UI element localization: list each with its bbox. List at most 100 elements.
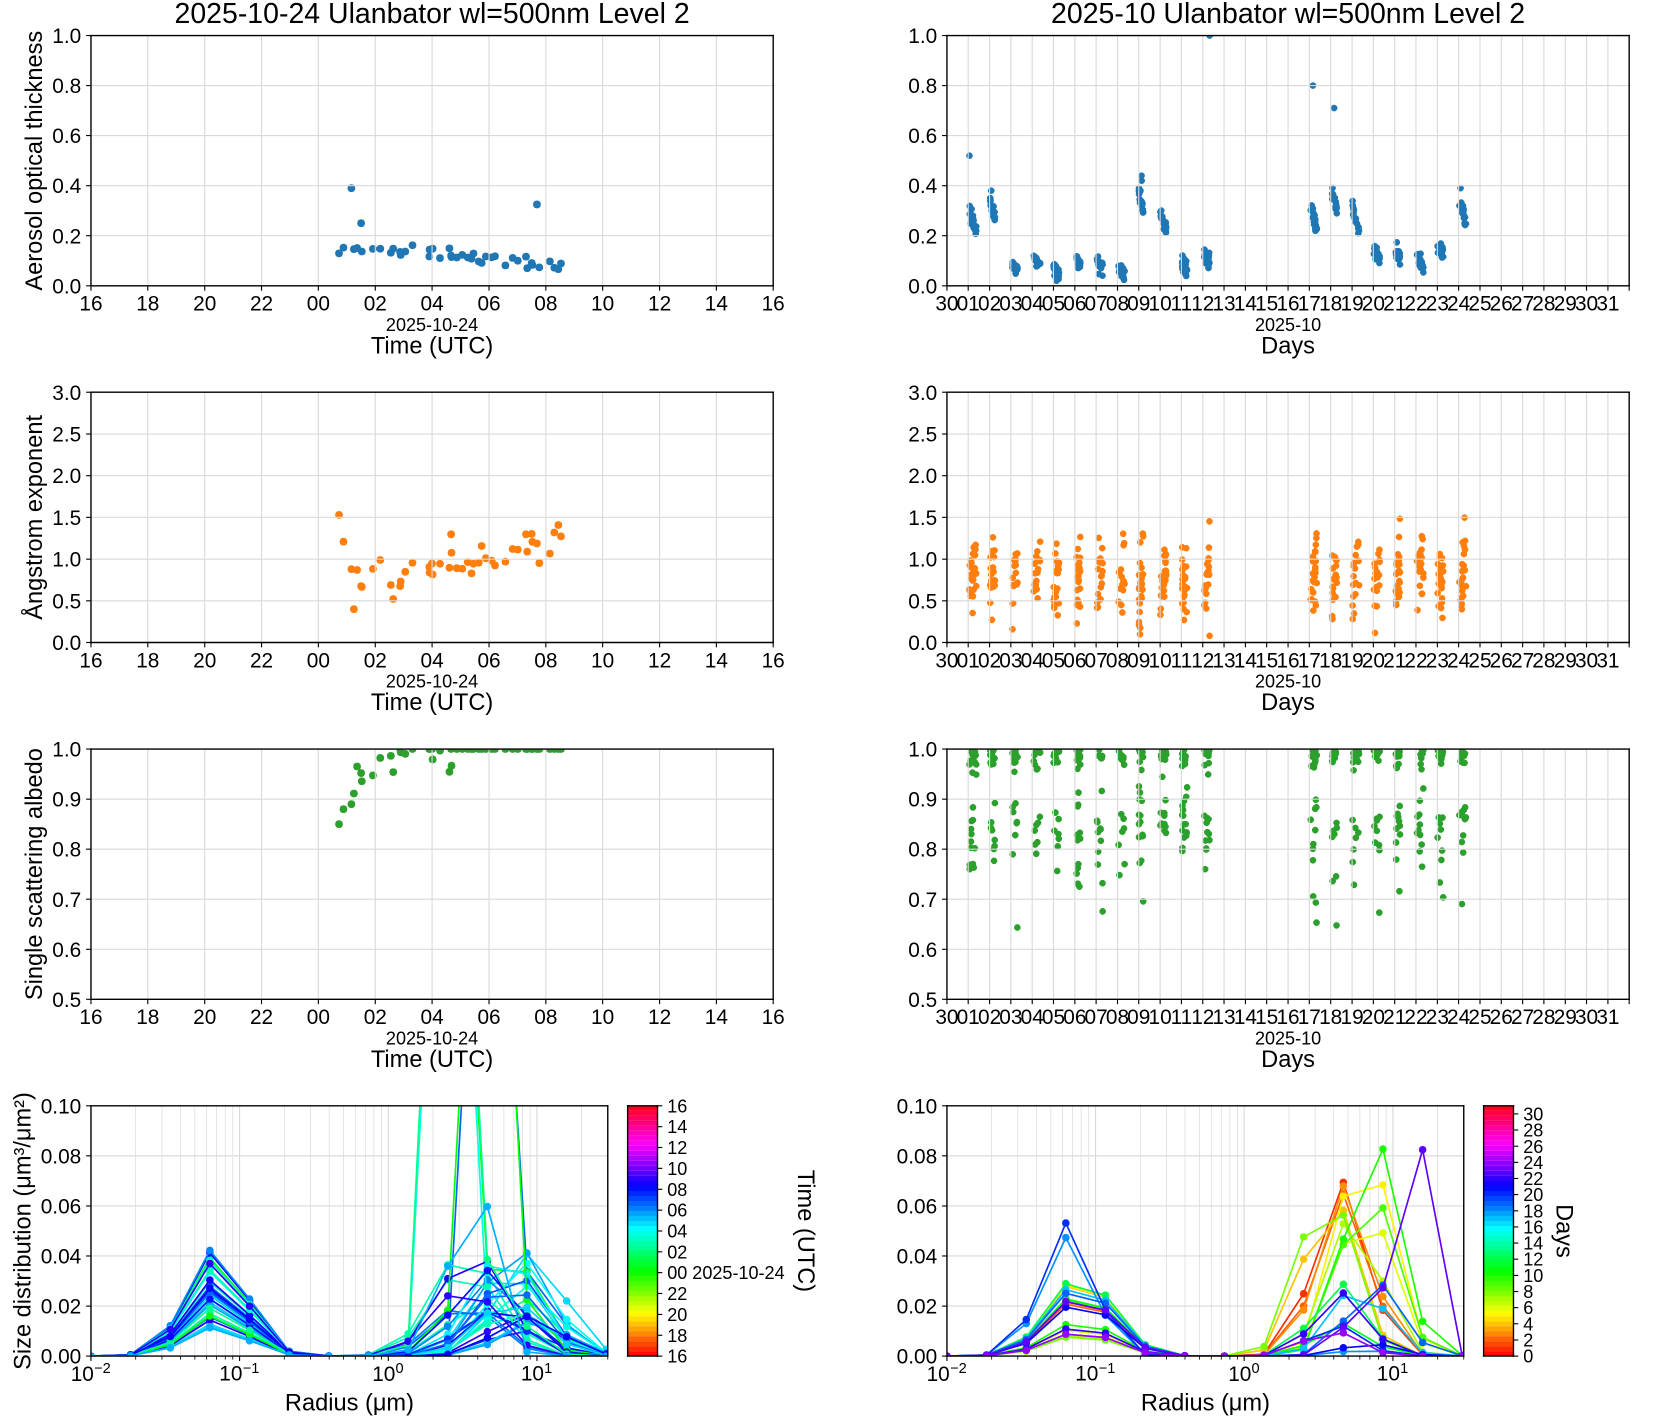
- svg-text:06: 06: [477, 293, 500, 316]
- svg-text:0.00: 0.00: [41, 1346, 82, 1369]
- svg-text:13: 13: [1212, 293, 1235, 316]
- svg-text:28: 28: [1532, 293, 1555, 316]
- svg-text:22: 22: [250, 1006, 273, 1029]
- svg-text:Time (UTC): Time (UTC): [371, 333, 493, 359]
- svg-text:0.6: 0.6: [908, 125, 937, 148]
- svg-text:21: 21: [1383, 1006, 1406, 1029]
- svg-text:02: 02: [978, 649, 1001, 672]
- svg-text:12: 12: [648, 649, 671, 672]
- svg-text:20: 20: [667, 1305, 687, 1325]
- svg-text:04: 04: [1021, 649, 1044, 672]
- svg-text:1.0: 1.0: [908, 25, 937, 48]
- svg-text:10: 10: [1149, 649, 1172, 672]
- svg-text:05: 05: [1042, 1006, 1065, 1029]
- svg-text:18: 18: [1319, 649, 1342, 672]
- svg-text:0.0: 0.0: [52, 632, 81, 655]
- svg-text:19: 19: [1340, 293, 1363, 316]
- svg-text:Aerosol optical thickness: Aerosol optical thickness: [22, 31, 48, 291]
- svg-text:3.0: 3.0: [908, 382, 937, 405]
- svg-text:12: 12: [1191, 649, 1214, 672]
- svg-text:22: 22: [667, 1284, 687, 1304]
- svg-text:18: 18: [1319, 1006, 1342, 1029]
- svg-text:12: 12: [667, 1138, 687, 1158]
- svg-text:0.9: 0.9: [52, 789, 81, 812]
- svg-text:16: 16: [79, 1006, 102, 1029]
- svg-text:3.0: 3.0: [52, 382, 81, 405]
- svg-text:22: 22: [250, 293, 273, 316]
- svg-text:11: 11: [1171, 649, 1193, 672]
- svg-text:21: 21: [1383, 293, 1406, 316]
- svg-text:19: 19: [1340, 649, 1363, 672]
- svg-text:0.02: 0.02: [897, 1296, 938, 1319]
- svg-text:03: 03: [999, 1006, 1022, 1029]
- svg-text:1 0 1: 1 0 1: [521, 1361, 552, 1386]
- svg-text:0.5: 0.5: [52, 989, 81, 1012]
- svg-text:16: 16: [762, 293, 785, 316]
- svg-text:06: 06: [477, 1006, 500, 1029]
- svg-text:02: 02: [364, 649, 387, 672]
- svg-text:0.6: 0.6: [52, 125, 81, 148]
- svg-text:08: 08: [534, 1006, 557, 1029]
- svg-text:0.5: 0.5: [52, 590, 81, 613]
- svg-text:29: 29: [1554, 649, 1577, 672]
- svg-text:16: 16: [1276, 649, 1299, 672]
- svg-text:16: 16: [762, 1006, 785, 1029]
- svg-text:18: 18: [136, 1006, 159, 1029]
- svg-text:0.00: 0.00: [897, 1346, 938, 1369]
- svg-text:28: 28: [1532, 649, 1555, 672]
- svg-text:2.5: 2.5: [908, 424, 937, 447]
- svg-text:31: 31: [1596, 649, 1619, 672]
- svg-text:20: 20: [193, 1006, 216, 1029]
- svg-text:12: 12: [1191, 1006, 1214, 1029]
- svg-text:0.7: 0.7: [52, 889, 81, 912]
- svg-text:Days: Days: [1261, 690, 1315, 716]
- svg-text:10: 10: [591, 1006, 614, 1029]
- svg-text:0.02: 0.02: [41, 1296, 82, 1319]
- svg-text:2025-10-24: 2025-10-24: [386, 672, 478, 692]
- svg-text:11: 11: [1171, 293, 1193, 316]
- svg-text:09: 09: [1127, 293, 1150, 316]
- svg-text:31: 31: [1596, 293, 1619, 316]
- svg-text:0.4: 0.4: [908, 175, 937, 198]
- svg-text:25: 25: [1468, 293, 1491, 316]
- svg-text:Size distribution (μm³/μm²): Size distribution (μm³/μm²): [10, 1092, 36, 1370]
- svg-text:00 2025-10-24: 00 2025-10-24: [667, 1263, 784, 1283]
- svg-text:Time (UTC): Time (UTC): [792, 1170, 818, 1292]
- svg-text:17: 17: [1298, 1006, 1321, 1029]
- svg-text:02: 02: [364, 1006, 387, 1029]
- svg-text:0.7: 0.7: [908, 889, 937, 912]
- svg-text:1.0: 1.0: [908, 739, 937, 762]
- svg-text:2.0: 2.0: [52, 465, 81, 488]
- svg-text:0.8: 0.8: [908, 839, 937, 862]
- svg-text:1.5: 1.5: [52, 507, 81, 530]
- svg-text:03: 03: [999, 293, 1022, 316]
- svg-text:0.0: 0.0: [52, 275, 81, 298]
- svg-text:20: 20: [1362, 649, 1385, 672]
- svg-text:23: 23: [1426, 1006, 1449, 1029]
- svg-text:0.04: 0.04: [41, 1245, 82, 1268]
- svg-text:0.06: 0.06: [41, 1195, 82, 1218]
- svg-text:31: 31: [1596, 1006, 1619, 1029]
- svg-text:0.5: 0.5: [908, 590, 937, 613]
- svg-text:Days: Days: [1551, 1204, 1577, 1258]
- svg-text:18: 18: [1319, 293, 1342, 316]
- svg-text:04: 04: [420, 293, 443, 316]
- svg-text:15: 15: [1255, 649, 1278, 672]
- svg-text:0.2: 0.2: [908, 225, 937, 248]
- svg-text:12: 12: [648, 1006, 671, 1029]
- svg-text:29: 29: [1554, 293, 1577, 316]
- svg-text:07: 07: [1085, 293, 1108, 316]
- svg-text:Single scattering albedo: Single scattering albedo: [22, 748, 48, 1000]
- svg-text:30: 30: [935, 293, 958, 316]
- svg-text:21: 21: [1383, 649, 1406, 672]
- svg-text:Time (UTC): Time (UTC): [371, 690, 493, 716]
- svg-text:24: 24: [1447, 1006, 1470, 1029]
- svg-text:30: 30: [935, 649, 958, 672]
- svg-text:06: 06: [1063, 649, 1086, 672]
- svg-text:03: 03: [999, 649, 1022, 672]
- svg-text:0.8: 0.8: [908, 75, 937, 98]
- svg-text:10: 10: [1149, 1006, 1172, 1029]
- svg-text:20: 20: [193, 649, 216, 672]
- svg-text:17: 17: [1298, 649, 1321, 672]
- svg-text:Time (UTC): Time (UTC): [371, 1047, 493, 1073]
